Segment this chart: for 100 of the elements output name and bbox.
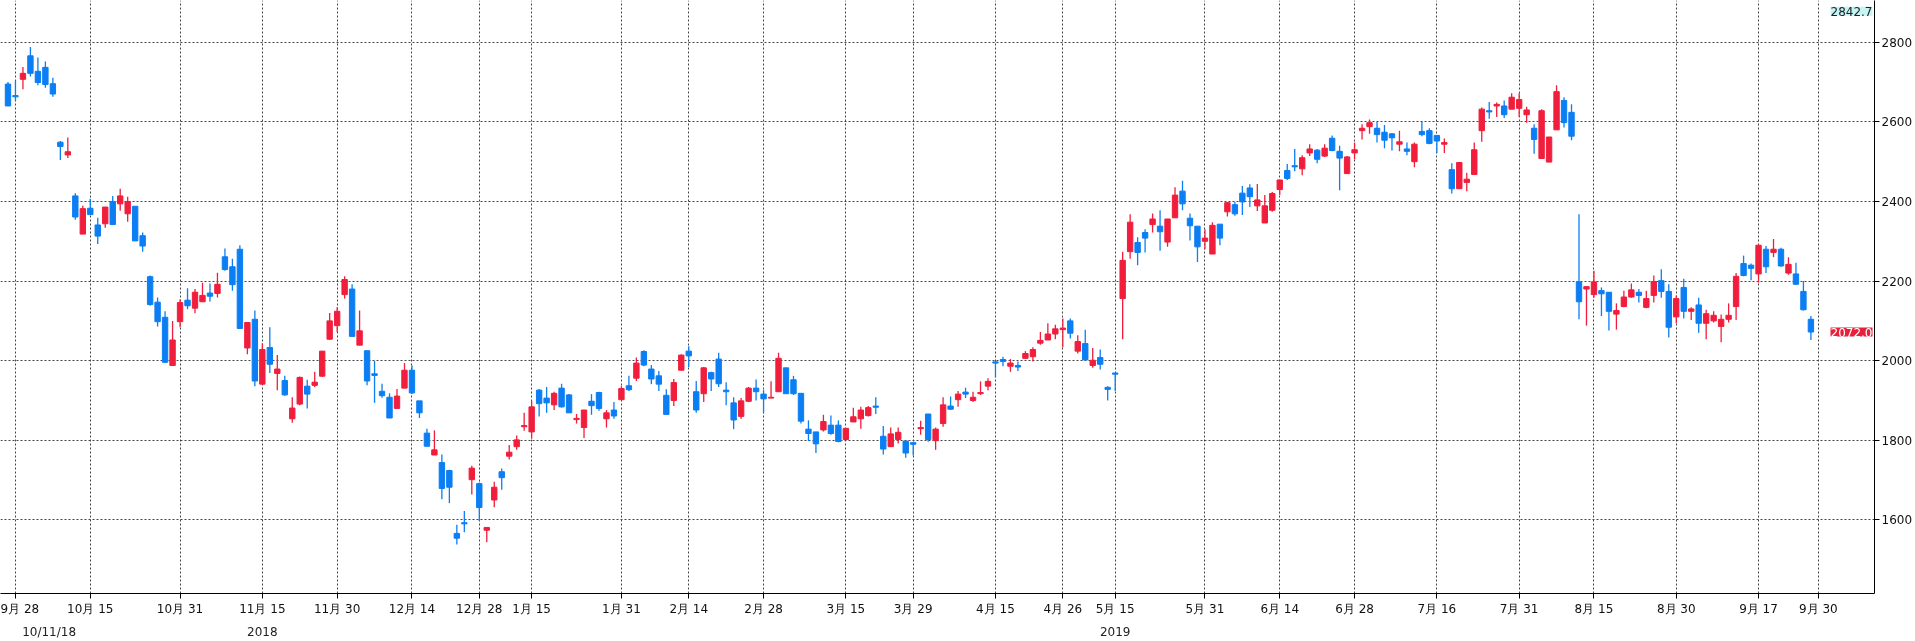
candlestick [1089, 347, 1096, 369]
candlestick [1179, 180, 1186, 211]
candlestick [176, 298, 184, 328]
text: 2072.0 [1830, 325, 1873, 340]
candlestick [1575, 213, 1583, 320]
candlestick [663, 388, 670, 416]
y-tick-label: 2000 [1881, 354, 1913, 369]
x-tick-label: 8月 30 [1656, 601, 1696, 616]
y-tick-label: 2600 [1881, 115, 1913, 130]
candlestick [1164, 218, 1171, 248]
x-tick-label: 11月 30 [313, 601, 361, 616]
candlestick [1141, 228, 1149, 254]
candlestick [94, 217, 101, 245]
y-tick-label: 1600 [1881, 513, 1913, 528]
candlestick [693, 380, 700, 414]
y-tick-label: 1800 [1881, 433, 1913, 448]
x-tick-label: 1月 15 [512, 601, 552, 616]
candlestick [214, 272, 221, 299]
candlestick [281, 375, 288, 397]
candlestick [109, 195, 116, 226]
candlestick [491, 481, 498, 508]
x-tick-label: 10月 31 [156, 601, 204, 616]
candlestick [476, 481, 483, 522]
x-tick-label: 3月 15 [826, 601, 866, 616]
candlestick [57, 140, 64, 161]
candlestick [880, 425, 887, 456]
x-tick-label: 4月 15 [976, 601, 1015, 616]
candlestick [730, 396, 737, 430]
candlestick [1336, 145, 1343, 191]
candlestick [1403, 141, 1411, 156]
candlestick [1074, 334, 1081, 355]
x-tick-label: 6月 14 [1260, 601, 1300, 616]
candlestick [1291, 148, 1298, 172]
text: 10/11/18 [22, 624, 77, 639]
text: 2019 [1099, 624, 1131, 639]
candlestick [289, 396, 296, 424]
x-tick-label: 9月 30 [1799, 601, 1838, 616]
x-tick-label: 2月 28 [744, 601, 783, 616]
candlestick [401, 362, 408, 389]
candlestick [1194, 225, 1201, 263]
candlestick [1613, 302, 1620, 331]
x-tick-label: 1月 31 [602, 601, 641, 616]
text: 2842.7 [1830, 4, 1873, 19]
candlestick [1149, 212, 1156, 234]
candlestick [999, 356, 1007, 367]
x-tick-label: 12月 14 [388, 601, 436, 616]
candlestick [304, 379, 311, 410]
x-tick-label: 7月 31 [1499, 601, 1539, 616]
candlestick [1770, 238, 1777, 258]
candlestick [341, 275, 348, 300]
candlestick [1171, 186, 1179, 219]
candlestick [453, 524, 461, 546]
candlestick [685, 345, 692, 368]
candlestick [1299, 154, 1306, 176]
candlestick [184, 287, 191, 310]
candlestick [969, 391, 977, 403]
candlestick [1478, 106, 1485, 143]
candlestick [1014, 360, 1022, 372]
candlestick [19, 66, 27, 90]
candlestick [1067, 317, 1074, 340]
candlestick [64, 136, 72, 159]
candlestick [939, 396, 947, 428]
candlestick [722, 381, 730, 406]
candlestick [431, 429, 438, 456]
candlestick [102, 206, 109, 229]
x-tick-label: 10月 15 [67, 601, 114, 616]
x-tick-label: 3月 29 [893, 601, 933, 616]
candlestick [760, 389, 767, 414]
candlestick [752, 378, 760, 402]
text: 2018 [247, 624, 278, 639]
x-tick-label: 6月 28 [1335, 601, 1374, 616]
candlestick [1800, 280, 1807, 312]
y-tick-label: 2800 [1881, 35, 1913, 50]
candlestick [72, 192, 79, 221]
candlestick [1216, 223, 1224, 246]
x-tick-label: 9月 17 [1739, 601, 1778, 616]
x-tick-label: 7月 16 [1417, 601, 1457, 616]
x-tick-label: 5月 15 [1095, 601, 1135, 616]
y-tick-label: 2400 [1881, 194, 1913, 209]
x-tick-label: 9月 28 [0, 601, 40, 616]
candlestick [1082, 328, 1089, 362]
candlestick [1448, 162, 1456, 195]
x-tick-label: 8月 15 [1574, 601, 1614, 616]
candlestick [461, 510, 468, 533]
candlestick [767, 380, 775, 399]
candlestick [266, 326, 274, 374]
candlestick [633, 356, 640, 382]
candlestick [1097, 348, 1104, 371]
candlestick [498, 467, 505, 491]
candlestick [468, 465, 475, 496]
candlestick [378, 383, 386, 399]
y-tick-label: 2200 [1881, 274, 1913, 289]
candlestick [670, 378, 677, 407]
x-tick-label: 4月 26 [1043, 601, 1083, 616]
candlestick [393, 388, 401, 410]
x-tick-label: 12月 28 [456, 601, 503, 616]
x-tick-label: 5月 31 [1185, 601, 1225, 616]
candlestick [1411, 141, 1418, 168]
candlestick [206, 282, 214, 303]
x-tick-label: 2月 14 [669, 601, 709, 616]
